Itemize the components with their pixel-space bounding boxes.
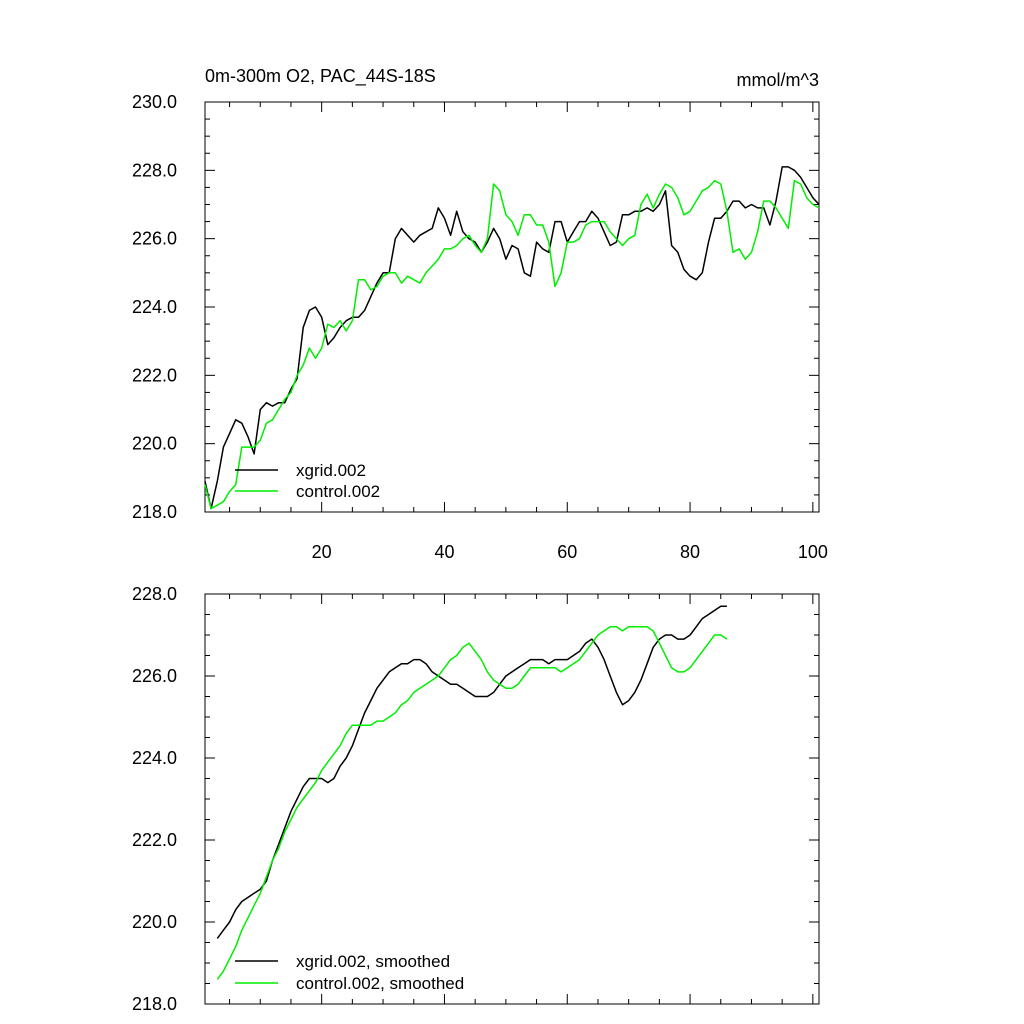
top-y-tick-label: 224.0 [132,297,177,317]
top-legend-label-control: control.002 [296,482,380,501]
top-x-tick-label: 100 [798,542,828,562]
top-legend: xgrid.002 control.002 [235,461,380,501]
top-ticks: 218.0 220.0 222.0 224.0 226.0 228.0 230.0 20 40 6… [132,92,828,562]
top-y-tick-label: 222.0 [132,365,177,385]
top-y-tick-label: 230.0 [132,92,177,112]
top-x-tick-label: 60 [557,542,577,562]
top-series [204,166,820,510]
bottom-y-tick-label: 224.0 [132,748,177,768]
top-panel: 0m-300m O2, PAC_44S-18S mmol/m^3 218.0 22… [132,66,828,562]
bottom-series-line-xgrid [216,605,727,939]
top-series-line-control [204,179,820,510]
top-y-tick-label: 220.0 [132,434,177,454]
top-chart-title: 0m-300m O2, PAC_44S-18S [205,66,436,87]
bottom-y-tick-label: 220.0 [132,912,177,932]
top-y-tick-label: 226.0 [132,229,177,249]
bottom-legend-label-xgrid: xgrid.002, smoothed [296,952,450,971]
bottom-series [216,605,728,980]
top-y-tick-label: 228.0 [132,160,177,180]
bottom-y-tick-label: 222.0 [132,830,177,850]
bottom-y-tick-label: 228.0 [132,584,177,604]
top-y-tick-label: 218.0 [132,502,177,522]
top-series-line-xgrid [204,166,820,510]
top-legend-label-xgrid: xgrid.002 [296,461,366,480]
bottom-ticks: 218.0 220.0 222.0 224.0 226.0 228.0 [132,584,819,1014]
bottom-y-tick-label: 226.0 [132,666,177,686]
top-chart-units: mmol/m^3 [737,70,819,90]
bottom-series-line-control [216,626,728,980]
bottom-legend: xgrid.002, smoothed control.002, smoothe… [235,952,464,993]
top-x-tick-label: 80 [680,542,700,562]
top-plot-frame [204,101,820,513]
top-x-tick-label: 20 [312,542,332,562]
top-x-tick-label: 40 [434,542,454,562]
bottom-legend-label-control: control.002, smoothed [296,974,464,993]
bottom-y-tick-label: 218.0 [132,994,177,1014]
bottom-panel: 218.0 220.0 222.0 224.0 226.0 228.0 xgrid.002… [132,584,820,1014]
